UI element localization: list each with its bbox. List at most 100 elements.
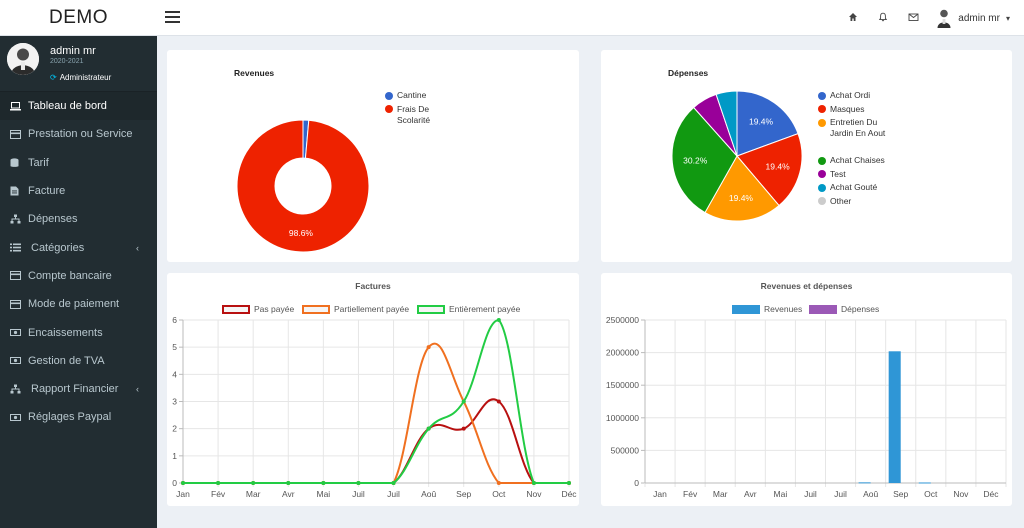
sidebar-item-categories[interactable]: Catégories ‹ [0,233,157,261]
factures-data-point[interactable] [496,318,501,322]
factures-data-point[interactable] [426,345,431,350]
depenses-legend-item[interactable]: Achat Chaises [818,155,885,166]
sidebar-toggle-icon[interactable] [165,11,180,23]
factures-data-point[interactable] [321,481,326,485]
sidebar-item-tableau-de-bord[interactable]: Tableau de bord [0,92,157,121]
factures-x-tick-label: Aoû [421,489,436,499]
status-icon: ⟳ [50,73,57,82]
depenses-pie-slice[interactable] [736,90,799,157]
sidebar-item-label: Réglages Paypal [28,411,112,424]
factures-x-tick-label: Juil [352,489,365,499]
factures-legend-item[interactable]: Pas payée [222,304,294,314]
legend-label: Achat Gouté [830,182,878,192]
factures-data-point[interactable] [251,481,256,485]
sidebar-item-compte-bancaire[interactable]: Compte bancaire [0,262,157,290]
legend-label: Dépenses [841,304,880,314]
depenses-pie-slice[interactable] [704,155,780,222]
sidebar: admin mr 2020-2021 ⟳ Administrateur Tabl… [0,36,157,528]
caret-down-icon: ▾ [1005,13,1010,23]
sidebar-item-gestion-de-tva[interactable]: Gestion de TVA [0,347,157,375]
depenses-legend-item[interactable]: Achat Ordi [818,90,870,101]
money-icon [10,328,28,337]
revenues-depenses-bar[interactable] [918,482,931,484]
sidebar-item-reglages-paypal[interactable]: Réglages Paypal [0,403,157,431]
factures-legend-item[interactable]: Partiellement payée [302,304,409,314]
legend-swatch [818,197,826,205]
bell-icon[interactable] [868,12,898,25]
revenues-depenses-x-tick-label: Mar [713,489,728,499]
factures-data-point[interactable] [391,481,396,485]
sidebar-item-encaissements[interactable]: Encaissements [0,318,157,346]
factures-data-point[interactable] [356,481,361,485]
brand-logo[interactable]: DEMO [49,7,108,28]
factures-data-point[interactable] [496,399,501,404]
revenues-depenses-legend-item[interactable]: Dépenses [809,304,879,314]
factures-data-point[interactable] [567,481,571,485]
revenues-depenses-x-tick-label: Jan [653,489,667,499]
revenues-depenses-x-tick-label: Sep [893,489,908,499]
legend-label: Entièrement payée [449,304,521,314]
factures-x-tick-label: Juil [387,489,400,499]
sidebar-item-depenses[interactable]: Dépenses [0,205,157,233]
legend-label: Other [830,195,852,206]
legend-swatch [302,304,330,314]
sidebar-item-prestation-ou-service[interactable]: Prestation ou Service [0,120,157,148]
sidebar-item-tarif[interactable]: Tarif [0,149,157,177]
depenses-legend-item[interactable]: Entretien Du Jardin En Aout [818,117,890,139]
legend-swatch [222,304,250,314]
factures-y-tick-label: 3 [172,397,177,407]
revenues-depenses-x-tick-label: Oct [924,489,938,499]
factures-data-point[interactable] [461,399,466,404]
sidebar-item-label: Facture [28,185,66,198]
depenses-chart-title: Dépenses [668,68,709,78]
user-menu[interactable]: admin mr ▾ [936,8,1010,28]
user-name: admin mr [958,12,1000,24]
depenses-pie-slice[interactable] [715,90,738,157]
factures-data-point[interactable] [531,481,536,485]
depenses-legend-item[interactable]: Test [818,169,846,180]
depenses-legend-item[interactable]: Masques [818,104,865,115]
sidebar-item-facture[interactable]: Facture [0,177,157,205]
profile-name: admin mr [50,45,96,57]
profile-avatar [7,43,39,75]
sidebar-item-label: Gestion de TVA [28,354,105,367]
factures-data-point[interactable] [216,481,221,485]
home-icon[interactable] [838,12,868,25]
revenues-legend-item[interactable]: Cantine [385,90,426,101]
legend-swatch [818,170,826,178]
factures-data-point[interactable] [286,481,291,485]
revenues-depenses-x-tick-label: Nov [953,489,969,499]
revenues-pie-slice[interactable] [236,119,370,253]
factures-line-chart: 0 1 2 3 4 5 6 Jan Fév Mar Avr Mai Juil Juil Aoû Sep Oct N… [172,315,577,499]
revenues-depenses-bar[interactable] [888,351,901,483]
revenues-depenses-legend-item[interactable]: Revenues [732,304,802,314]
envelope-icon[interactable] [898,12,928,25]
revenues-legend-item[interactable]: Frais De Scolarité [385,104,439,126]
depenses-pie-chart: 19.4% 19.4% 19.4% 30.2% [671,90,803,222]
revenues-pie-data-label: 98.6% [289,228,314,238]
user-avatar [936,8,952,28]
sidebar-item-mode-de-paiement[interactable]: Mode de paiement [0,290,157,318]
sidebar-item-label: Tarif [28,156,49,169]
depenses-pie-slice[interactable] [671,106,738,214]
sitemap-icon [10,214,28,224]
profile-role: ⟳ Administrateur [50,73,111,82]
laptop-icon [10,101,28,111]
factures-data-point[interactable] [181,481,185,485]
legend-swatch [417,304,445,314]
factures-legend-item[interactable]: Entièrement payée [417,304,520,314]
revenues-depenses-bar[interactable] [858,482,871,484]
legend-swatch [385,105,393,113]
factures-data-point[interactable] [496,481,501,485]
depenses-legend-item[interactable]: Other [818,196,851,207]
depenses-legend-item[interactable]: Achat Gouté [818,182,877,193]
sidebar-item-rapport-financier[interactable]: Rapport Financier ‹ [0,375,157,403]
factures-data-point[interactable] [426,426,431,431]
factures-data-point[interactable] [461,426,466,431]
revenues-chart-title: Revenues [234,68,275,78]
depenses-pie-slice[interactable] [736,132,803,207]
revenues-depenses-x-tick-label: Déc [983,489,999,499]
legend-swatch [732,304,760,314]
sidebar-item-label: Tableau de bord [28,100,107,113]
profile-role-label: Administrateur [59,73,112,82]
